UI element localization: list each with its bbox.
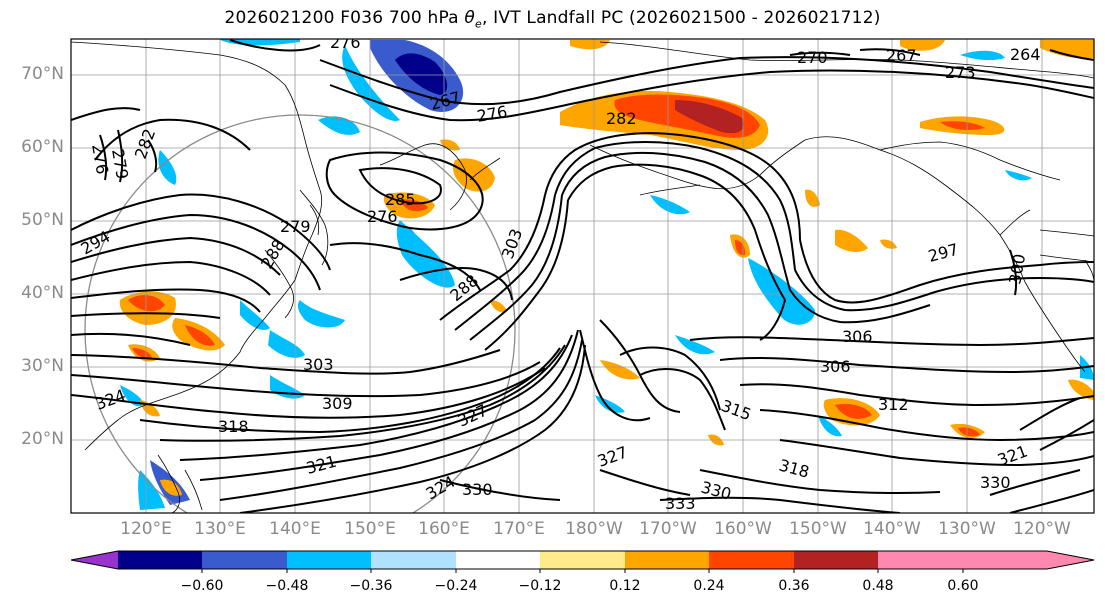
figure-title: 2026021200 F036 700 hPa θe, IVT Landfall… xyxy=(0,8,1105,30)
colorbar-tick-label: −0.24 xyxy=(434,578,478,594)
colorbar-tick-label: 0.60 xyxy=(947,578,979,594)
title-suffix: , IVT Landfall PC (2026021500 - 20260217… xyxy=(481,8,881,28)
lon-label: 120°W xyxy=(1013,519,1071,539)
colorbar-swatch xyxy=(625,551,709,569)
contour-label: 282 xyxy=(606,109,637,128)
contour-label: 312 xyxy=(878,395,909,414)
lat-label: 30°N xyxy=(21,356,64,376)
colorbar-tick-label: −0.48 xyxy=(265,578,309,594)
contour-label: 270 xyxy=(797,48,828,67)
lon-label: 180°W xyxy=(565,519,623,539)
contour-label: 309 xyxy=(322,394,353,413)
contour-label: 276 xyxy=(330,33,361,52)
colorbar-tick-label: −0.60 xyxy=(180,578,224,594)
lon-label: 130°E xyxy=(194,519,246,539)
shading-positive xyxy=(119,40,1094,496)
colorbar-tick-label: 0.36 xyxy=(778,578,810,594)
colorbar xyxy=(70,550,1095,573)
contour-labels: 276 279 282 267 276 270 267 273 264 282 … xyxy=(78,33,1041,513)
contour-label: 264 xyxy=(1010,45,1041,64)
colorbar-extend-low xyxy=(71,551,118,569)
colorbar-swatch xyxy=(287,551,371,569)
lat-label: 50°N xyxy=(21,210,64,230)
lat-label: 20°N xyxy=(21,429,64,449)
contour-label: 330 xyxy=(980,473,1011,492)
colorbar-swatch xyxy=(202,551,287,569)
contour-label: 276 xyxy=(367,207,398,226)
lon-label: 120°E xyxy=(120,519,172,539)
lon-label: 150°E xyxy=(344,519,396,539)
colorbar-tick-label: 0.24 xyxy=(693,578,725,594)
shading-negative xyxy=(120,39,1094,510)
contour-label: 333 xyxy=(665,494,696,513)
title-prefix: 2026021200 F036 700 hPa xyxy=(224,8,465,28)
lon-label: 150°W xyxy=(789,519,847,539)
colorbar-outline xyxy=(70,550,1095,570)
lat-label: 40°N xyxy=(21,283,64,303)
contour-label: 285 xyxy=(385,190,416,209)
contour-label: 279 xyxy=(280,217,311,236)
colorbar-tick-label: 0.48 xyxy=(862,578,894,594)
contour-label: 330 xyxy=(462,480,493,499)
lon-label: 140°W xyxy=(863,519,921,539)
lon-label: 130°W xyxy=(938,519,996,539)
colorbar-swatch xyxy=(456,551,540,569)
colorbar-tick-marks xyxy=(201,569,964,573)
colorbar-tick-label: 0.12 xyxy=(609,578,641,594)
lat-label: 70°N xyxy=(21,64,64,84)
title-subscript: e xyxy=(474,17,482,31)
colorbar-swatch xyxy=(371,551,456,569)
contour-label: 306 xyxy=(820,357,851,376)
colorbar-tick-label: −0.12 xyxy=(518,578,562,594)
contour-label: 303 xyxy=(303,355,334,374)
lon-label: 140°E xyxy=(269,519,321,539)
lon-label: 170°E xyxy=(493,519,545,539)
colorbar-swatch xyxy=(118,551,202,569)
colorbar-swatch xyxy=(709,551,794,569)
lon-label: 160°W xyxy=(714,519,772,539)
contour-label: 273 xyxy=(945,63,976,82)
theta-e-contours xyxy=(71,39,1094,513)
landfall-circle xyxy=(84,114,516,513)
lon-label: 160°E xyxy=(418,519,470,539)
colorbar-tick-label: −0.36 xyxy=(349,578,393,594)
colorbar-swatch xyxy=(878,551,963,569)
lon-label: 170°W xyxy=(639,519,697,539)
map-frame xyxy=(70,38,1095,514)
contour-label: 306 xyxy=(842,327,873,346)
lat-label: 60°N xyxy=(21,137,64,157)
title-theta-symbol: θ xyxy=(464,8,475,28)
colorbar-swatch xyxy=(794,551,878,569)
colorbar-extend-high xyxy=(963,551,1094,569)
contour-label: 318 xyxy=(218,417,249,436)
contour-label: 267 xyxy=(886,46,917,65)
colorbar-swatch xyxy=(540,551,625,569)
